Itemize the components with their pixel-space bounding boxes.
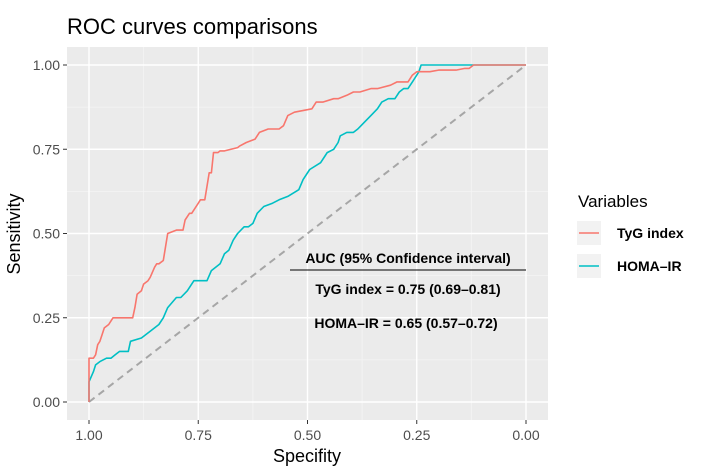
legend-label-tyg: TyG index <box>617 225 684 241</box>
y-tick-label: 0.75 <box>33 141 60 157</box>
auc-line-homa: HOMA–IR = 0.65 (0.57–0.72) <box>314 315 497 331</box>
chart-title: ROC curves comparisons <box>67 14 318 39</box>
x-tick-label: 0.75 <box>185 427 212 443</box>
legend-label-homa: HOMA–IR <box>617 258 682 274</box>
roc-curve-tyg-index <box>88 64 526 402</box>
x-tick-label: 0.00 <box>512 427 539 443</box>
auc-header: AUC (95% Confidence interval) <box>305 250 510 266</box>
auc-line-tyg: TyG index = 0.75 (0.69–0.81) <box>315 281 500 297</box>
x-tick-label: 1.00 <box>75 427 102 443</box>
y-tick-label: 0.25 <box>33 310 60 326</box>
y-tick-label: 1.00 <box>33 57 60 73</box>
y-tick-label: 0.00 <box>33 394 60 410</box>
x-tick-label: 0.50 <box>294 427 321 443</box>
y-axis-title: Sensitivity <box>4 193 24 274</box>
grid-major-lines <box>67 47 548 420</box>
roc-curve-homa-ir <box>88 64 526 402</box>
y-axis-ticks: 0.00 0.25 0.50 0.75 1.00 <box>33 57 67 410</box>
x-axis-title: Specifity <box>273 446 341 466</box>
x-tick-label: 0.25 <box>403 427 430 443</box>
y-tick-label: 0.50 <box>33 226 60 242</box>
legend: Variables TyG index HOMA–IR <box>577 192 684 278</box>
x-axis-ticks: 1.00 0.75 0.50 0.25 0.00 <box>75 420 540 443</box>
legend-title: Variables <box>578 192 648 211</box>
reference-diagonal-line <box>88 64 527 403</box>
auc-annotation: AUC (95% Confidence interval) TyG index … <box>290 250 526 331</box>
